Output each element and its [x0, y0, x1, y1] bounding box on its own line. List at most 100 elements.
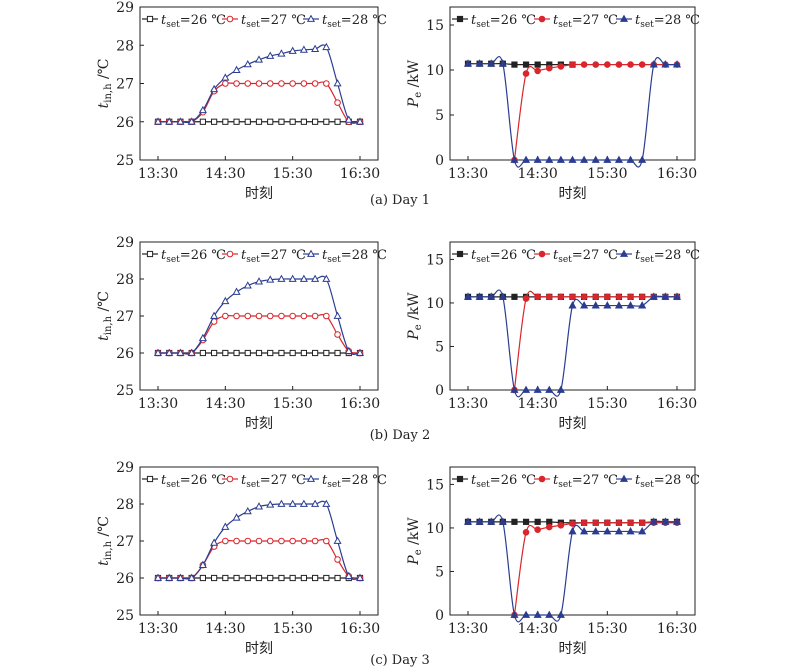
y-tick-label: 15 — [426, 252, 444, 268]
data-point — [580, 155, 589, 163]
legend-label: tset=26 ℃ — [161, 13, 226, 30]
data-point — [198, 105, 207, 114]
y-tick-label: 27 — [116, 309, 134, 325]
data-point — [232, 65, 241, 74]
y-tick-label: 29 — [116, 0, 134, 16]
data-point — [355, 573, 365, 581]
legend-label: tset=26 ℃ — [161, 473, 226, 490]
x-tick-label: 15:30 — [587, 396, 627, 412]
data-point — [545, 155, 554, 163]
panel-caption: (c) Day 3 — [370, 653, 429, 668]
y-tick-label: 27 — [116, 534, 134, 550]
data-point — [300, 118, 307, 125]
data-point — [475, 517, 484, 525]
data-point — [198, 560, 207, 568]
x-tick-label: 13:30 — [448, 621, 488, 637]
data-point — [604, 293, 611, 301]
x-tick-label: 13:30 — [448, 166, 488, 182]
data-point — [300, 80, 308, 87]
data-point — [311, 44, 320, 52]
data-point — [672, 60, 682, 68]
panel-4: 0 5 10 15 13:30 14:30 15:30 16:30 时刻 Pe /kW tset=2… — [406, 241, 700, 432]
data-point — [534, 67, 541, 75]
x-tick-label: 15:30 — [272, 166, 312, 182]
data-point — [255, 80, 263, 87]
data-point — [604, 61, 611, 68]
data-point — [187, 348, 196, 356]
data-point — [498, 517, 507, 525]
data-point — [255, 574, 263, 582]
y-tick-label: 28 — [116, 497, 134, 513]
legend-label: tset=27 ℃ — [553, 13, 618, 30]
data-point — [568, 526, 577, 535]
data-point — [311, 80, 319, 87]
data-point — [333, 311, 342, 319]
data-point — [222, 574, 229, 582]
x-tick-label: 16:30 — [657, 396, 697, 412]
data-point — [254, 502, 264, 510]
data-point — [522, 610, 531, 618]
data-point — [288, 274, 297, 282]
data-point — [289, 574, 296, 582]
legend-marker — [226, 475, 234, 483]
x-tick-label: 16:30 — [657, 621, 697, 637]
data-point — [233, 537, 240, 545]
y-axis-label: tin,h /℃ — [96, 291, 114, 341]
y-tick-label: 27 — [116, 77, 134, 93]
data-point — [312, 574, 319, 582]
data-point — [498, 59, 507, 67]
data-point — [463, 59, 473, 67]
data-point — [233, 574, 240, 582]
legend-marker — [538, 15, 546, 23]
legend-marker — [306, 474, 316, 482]
data-point — [267, 349, 274, 357]
y-tick-label: 15 — [426, 477, 444, 493]
y-tick-label: 10 — [426, 521, 444, 537]
legend-label: tset=28 ℃ — [322, 13, 387, 30]
legend-label: tset=27 ℃ — [553, 473, 618, 490]
data-point — [522, 295, 530, 302]
data-point — [603, 526, 612, 535]
data-point — [487, 59, 496, 67]
data-point — [463, 292, 473, 300]
data-point — [627, 61, 634, 68]
data-point — [649, 60, 658, 68]
x-tick-label: 15:30 — [272, 396, 312, 412]
legend-marker — [226, 15, 234, 23]
data-point — [267, 118, 274, 125]
data-point — [487, 517, 496, 525]
data-point — [580, 519, 588, 527]
legend-label: tset=27 ℃ — [241, 473, 306, 490]
legend-label: tset=28 ℃ — [322, 248, 387, 265]
data-point — [232, 513, 241, 521]
y-tick-label: 26 — [116, 571, 134, 587]
data-point — [233, 349, 240, 357]
x-tick-label: 16:30 — [340, 166, 380, 182]
series-line-2 — [513, 522, 677, 616]
data-point — [288, 499, 297, 507]
data-point — [254, 55, 264, 63]
data-point — [534, 518, 541, 525]
legend-marker — [306, 14, 316, 22]
data-point — [355, 117, 365, 125]
data-point — [233, 312, 240, 320]
data-point — [627, 519, 634, 527]
data-point — [557, 63, 565, 70]
data-point — [222, 118, 229, 125]
data-point — [323, 537, 330, 545]
x-tick-label: 16:30 — [340, 621, 380, 637]
y-axis-label: tin,h /℃ — [96, 516, 114, 566]
data-point — [569, 293, 576, 301]
y-tick-label: 25 — [116, 608, 134, 624]
data-point — [638, 301, 647, 309]
data-point — [187, 573, 196, 581]
data-point — [232, 287, 241, 295]
data-point — [243, 59, 252, 68]
data-point — [626, 301, 635, 309]
data-point — [221, 296, 230, 305]
panel-1: 25 26 27 28 29 13:30 14:30 15:30 16:30 时刻 tin,h /℃… — [96, 0, 387, 202]
data-point — [312, 118, 319, 125]
legend-marker — [146, 15, 154, 23]
data-point — [199, 118, 206, 125]
data-point — [153, 573, 163, 581]
